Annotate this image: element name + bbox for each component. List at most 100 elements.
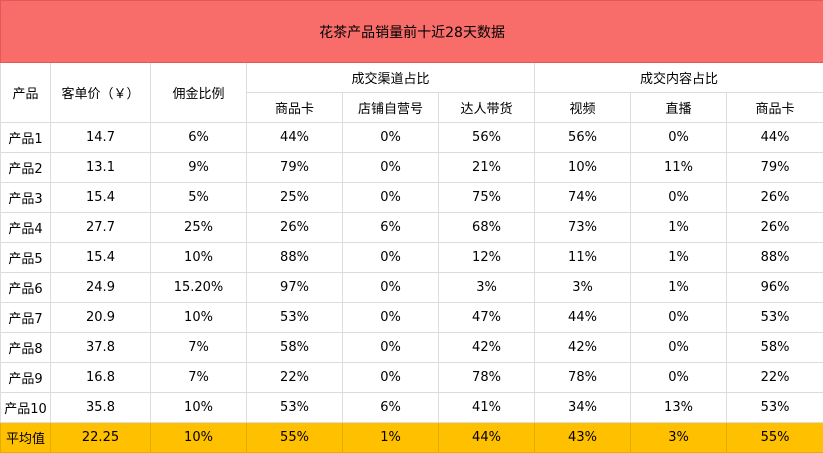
header-channel-self[interactable]: 店铺自营号 <box>343 93 439 123</box>
cell-channel-kol[interactable]: 41% <box>439 393 535 423</box>
cell-channel-kol[interactable]: 44% <box>439 423 535 453</box>
cell-channel-self[interactable]: 6% <box>343 393 439 423</box>
cell-price[interactable]: 37.8 <box>51 333 151 363</box>
cell-channel-self[interactable]: 0% <box>343 183 439 213</box>
header-content-card[interactable]: 商品卡 <box>727 93 823 123</box>
cell-content-live[interactable]: 0% <box>631 123 727 153</box>
cell-content-video[interactable]: 11% <box>535 243 631 273</box>
cell-channel-self[interactable]: 0% <box>343 363 439 393</box>
cell-channel-kol[interactable]: 12% <box>439 243 535 273</box>
cell-channel-card[interactable]: 55% <box>247 423 343 453</box>
cell-commission[interactable]: 10% <box>151 393 247 423</box>
cell-price[interactable]: 13.1 <box>51 153 151 183</box>
cell-channel-kol[interactable]: 47% <box>439 303 535 333</box>
cell-content-live[interactable]: 3% <box>631 423 727 453</box>
cell-channel-card[interactable]: 53% <box>247 303 343 333</box>
cell-price[interactable]: 35.8 <box>51 393 151 423</box>
cell-content-video[interactable]: 78% <box>535 363 631 393</box>
table-title[interactable]: 花茶产品销量前十近28天数据 <box>1 1 823 63</box>
cell-channel-self[interactable]: 1% <box>343 423 439 453</box>
cell-channel-self[interactable]: 0% <box>343 333 439 363</box>
cell-channel-card[interactable]: 58% <box>247 333 343 363</box>
header-channel-kol[interactable]: 达人带货 <box>439 93 535 123</box>
cell-channel-self[interactable]: 0% <box>343 153 439 183</box>
cell-commission[interactable]: 5% <box>151 183 247 213</box>
cell-content-video[interactable]: 43% <box>535 423 631 453</box>
cell-channel-card[interactable]: 97% <box>247 273 343 303</box>
cell-product[interactable]: 产品7 <box>1 303 51 333</box>
cell-commission[interactable]: 9% <box>151 153 247 183</box>
header-product[interactable]: 产品 <box>1 63 51 123</box>
cell-price[interactable]: 27.7 <box>51 213 151 243</box>
cell-product[interactable]: 产品9 <box>1 363 51 393</box>
cell-price[interactable]: 15.4 <box>51 243 151 273</box>
cell-content-video[interactable]: 56% <box>535 123 631 153</box>
cell-content-card[interactable]: 88% <box>727 243 823 273</box>
cell-product[interactable]: 产品3 <box>1 183 51 213</box>
cell-channel-self[interactable]: 0% <box>343 123 439 153</box>
cell-price[interactable]: 20.9 <box>51 303 151 333</box>
cell-channel-self[interactable]: 0% <box>343 303 439 333</box>
cell-commission[interactable]: 7% <box>151 333 247 363</box>
cell-channel-self[interactable]: 0% <box>343 243 439 273</box>
cell-price[interactable]: 14.7 <box>51 123 151 153</box>
cell-content-live[interactable]: 1% <box>631 273 727 303</box>
cell-content-live[interactable]: 0% <box>631 303 727 333</box>
cell-product[interactable]: 平均值 <box>1 423 51 453</box>
cell-product[interactable]: 产品6 <box>1 273 51 303</box>
cell-price[interactable]: 15.4 <box>51 183 151 213</box>
cell-content-card[interactable]: 96% <box>727 273 823 303</box>
cell-content-card[interactable]: 53% <box>727 393 823 423</box>
cell-channel-card[interactable]: 44% <box>247 123 343 153</box>
cell-content-video[interactable]: 73% <box>535 213 631 243</box>
cell-commission[interactable]: 25% <box>151 213 247 243</box>
cell-content-live[interactable]: 0% <box>631 183 727 213</box>
cell-content-video[interactable]: 42% <box>535 333 631 363</box>
cell-content-card[interactable]: 58% <box>727 333 823 363</box>
cell-content-live[interactable]: 0% <box>631 363 727 393</box>
cell-product[interactable]: 产品5 <box>1 243 51 273</box>
cell-channel-card[interactable]: 25% <box>247 183 343 213</box>
cell-content-live[interactable]: 1% <box>631 213 727 243</box>
header-content-video[interactable]: 视频 <box>535 93 631 123</box>
header-channel-group[interactable]: 成交渠道占比 <box>247 63 535 93</box>
cell-content-card[interactable]: 26% <box>727 213 823 243</box>
cell-price[interactable]: 24.9 <box>51 273 151 303</box>
cell-product[interactable]: 产品4 <box>1 213 51 243</box>
cell-channel-kol[interactable]: 21% <box>439 153 535 183</box>
cell-content-card[interactable]: 55% <box>727 423 823 453</box>
cell-channel-self[interactable]: 0% <box>343 273 439 303</box>
cell-channel-kol[interactable]: 3% <box>439 273 535 303</box>
cell-commission[interactable]: 7% <box>151 363 247 393</box>
cell-product[interactable]: 产品8 <box>1 333 51 363</box>
cell-channel-card[interactable]: 22% <box>247 363 343 393</box>
cell-channel-card[interactable]: 26% <box>247 213 343 243</box>
cell-product[interactable]: 产品10 <box>1 393 51 423</box>
cell-content-video[interactable]: 10% <box>535 153 631 183</box>
cell-commission[interactable]: 10% <box>151 243 247 273</box>
cell-content-video[interactable]: 74% <box>535 183 631 213</box>
cell-channel-self[interactable]: 6% <box>343 213 439 243</box>
header-content-live[interactable]: 直播 <box>631 93 727 123</box>
cell-channel-card[interactable]: 79% <box>247 153 343 183</box>
cell-content-video[interactable]: 3% <box>535 273 631 303</box>
cell-channel-kol[interactable]: 42% <box>439 333 535 363</box>
cell-price[interactable]: 16.8 <box>51 363 151 393</box>
cell-commission[interactable]: 15.20% <box>151 273 247 303</box>
header-channel-card[interactable]: 商品卡 <box>247 93 343 123</box>
cell-content-card[interactable]: 53% <box>727 303 823 333</box>
header-commission[interactable]: 佣金比例 <box>151 63 247 123</box>
cell-channel-kol[interactable]: 75% <box>439 183 535 213</box>
cell-commission[interactable]: 10% <box>151 303 247 333</box>
cell-content-video[interactable]: 34% <box>535 393 631 423</box>
cell-product[interactable]: 产品2 <box>1 153 51 183</box>
cell-content-live[interactable]: 1% <box>631 243 727 273</box>
cell-content-card[interactable]: 26% <box>727 183 823 213</box>
cell-commission[interactable]: 6% <box>151 123 247 153</box>
cell-channel-card[interactable]: 88% <box>247 243 343 273</box>
cell-content-live[interactable]: 13% <box>631 393 727 423</box>
cell-content-live[interactable]: 11% <box>631 153 727 183</box>
cell-content-live[interactable]: 0% <box>631 333 727 363</box>
cell-commission[interactable]: 10% <box>151 423 247 453</box>
header-content-group[interactable]: 成交内容占比 <box>535 63 823 93</box>
